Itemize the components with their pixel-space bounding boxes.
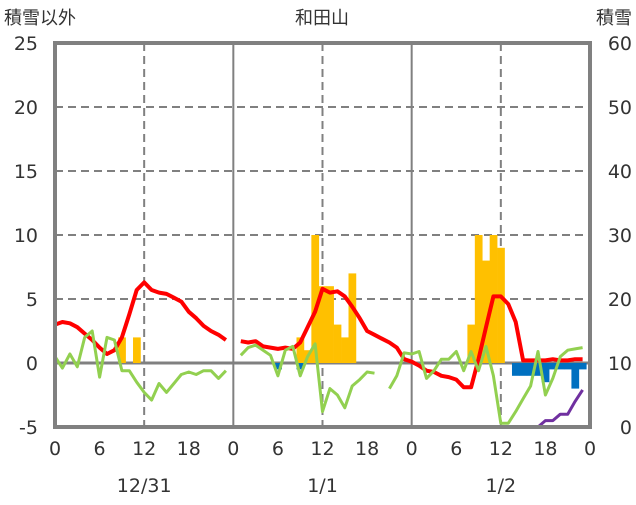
- snow_decrease-bar: [511, 363, 520, 376]
- y-tick-right: 60: [608, 33, 632, 55]
- x-tick: 0: [584, 438, 596, 460]
- snowfall-bar: [296, 337, 305, 363]
- right-axis-title: 積雪: [596, 8, 632, 29]
- snowfall-bar: [474, 235, 483, 363]
- y-tick-left: 5: [26, 289, 38, 311]
- wind-line: [53, 329, 583, 425]
- date-label: 1/1: [307, 475, 338, 497]
- snow_decrease-bar: [541, 363, 550, 383]
- y-tick-right: 0: [620, 417, 632, 439]
- date-label: 1/2: [486, 475, 517, 497]
- x-tick: 0: [49, 438, 61, 460]
- temperature-line: [54, 280, 583, 390]
- snow_decrease-bar: [563, 363, 572, 370]
- snow_decrease-bar: [296, 363, 305, 370]
- snow_decrease-bar: [571, 363, 580, 389]
- plot-frame: [53, 41, 592, 429]
- y-tick-right: 40: [608, 161, 632, 183]
- snowfall-bar: [118, 337, 126, 363]
- x-tick: 12: [310, 438, 334, 460]
- y-tick-right: 20: [608, 289, 632, 311]
- x-tick: 0: [227, 438, 239, 460]
- date-label: 12/31: [117, 475, 172, 497]
- y-tick-right: 30: [608, 225, 632, 247]
- snowfall-bar: [482, 260, 490, 363]
- snowfall-bar: [133, 337, 141, 363]
- snow_decrease-bar: [526, 363, 535, 376]
- x-tick: 18: [177, 438, 201, 460]
- x-tick: 6: [94, 438, 106, 460]
- snow_decrease-bar: [549, 363, 557, 370]
- snow_decrease-bar: [578, 363, 587, 370]
- snow_depth-line: [55, 389, 584, 429]
- chart-title: 和田山: [295, 8, 349, 29]
- snowfall-bar: [497, 247, 505, 363]
- x-tick: 18: [533, 438, 557, 460]
- y-tick-left: 20: [14, 97, 38, 119]
- x-tick: 12: [132, 438, 156, 460]
- y-tick-left: 10: [14, 225, 38, 247]
- y-tick-left: 25: [14, 33, 38, 55]
- snowfall-bar: [467, 324, 476, 363]
- y-tick-right: 10: [608, 353, 632, 375]
- snowfall-bar: [311, 235, 320, 363]
- snowfall-bar: [318, 286, 327, 363]
- y-tick-right: 50: [608, 97, 632, 119]
- snowfall-bar: [326, 286, 334, 363]
- snow_decrease-bar: [534, 363, 543, 376]
- snowfall-bar: [348, 273, 357, 363]
- snow_decrease-bar: [274, 363, 282, 370]
- x-tick: 0: [406, 438, 418, 460]
- snow_decrease-bar: [519, 363, 528, 376]
- left-axis-title: 積雪以外: [4, 8, 76, 29]
- x-tick: 6: [272, 438, 284, 460]
- y-tick-left: 15: [14, 161, 38, 183]
- x-tick: 18: [355, 438, 379, 460]
- x-tick: 12: [489, 438, 513, 460]
- x-tick: 6: [450, 438, 462, 460]
- snow_decrease-bar: [556, 363, 565, 370]
- snowfall-bar: [341, 337, 349, 363]
- y-tick-left: -5: [19, 417, 38, 439]
- snowfall-bar: [333, 324, 342, 363]
- y-tick-left: 0: [26, 353, 38, 375]
